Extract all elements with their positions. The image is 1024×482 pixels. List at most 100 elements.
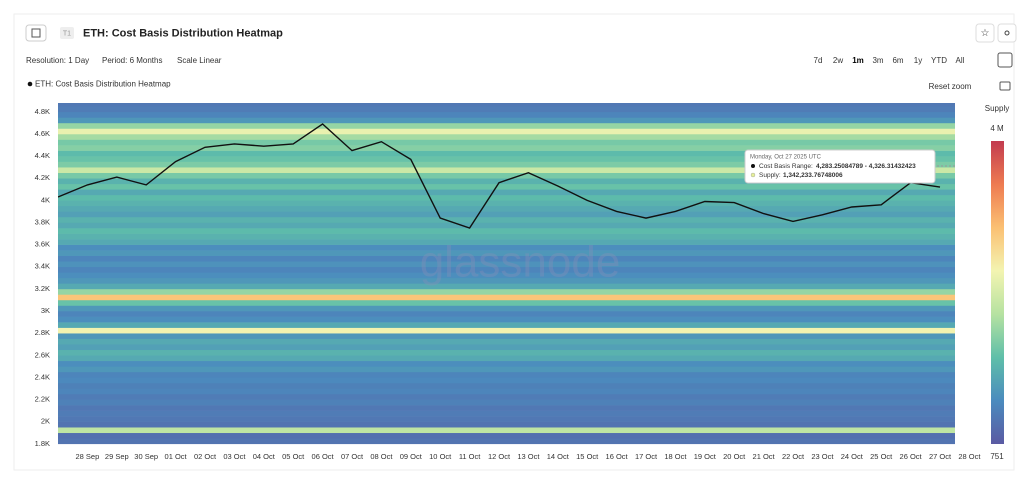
x-tick-label: 16 Oct [606,452,629,461]
resolution[interactable]: Resolution: 1 Day [26,56,89,65]
star-button[interactable] [975,23,995,43]
x-tick-label: 12 Oct [488,452,511,461]
y-tick-label: 4.6K [35,129,50,138]
x-tick-label: 02 Oct [194,452,217,461]
y-tick-label: 2K [41,417,50,426]
heatmap-cell [58,128,955,135]
x-tick-label: 26 Oct [900,452,923,461]
y-tick-label: 2.8K [35,328,50,337]
x-tick-label: 22 Oct [782,452,805,461]
y-tick-label: 4.4K [35,151,50,160]
heatmap-cell [58,133,955,140]
y-tick-label: 3.4K [35,262,50,271]
range-button[interactable]: 3m [872,56,883,65]
heatmap-cell [58,432,955,439]
heatmap-cell [58,244,955,251]
x-tick-label: 29 Sep [105,452,129,461]
price-line [58,123,941,229]
x-tick-label: 21 Oct [753,452,776,461]
x-tick-label: 04 Oct [253,452,276,461]
y-tick-label: 4K [41,195,50,204]
sidebar-icon [31,28,41,38]
heatmap-cell [58,283,955,290]
y-tick-label: 1.8K [35,439,50,448]
x-tick-label: 18 Oct [664,452,687,461]
x-tick-label: 27 Oct [929,452,952,461]
heatmap-cell [58,111,955,118]
x-tick-label: 05 Oct [282,452,305,461]
x-tick-label: 06 Oct [312,452,335,461]
y-tick-label: 2.4K [35,372,50,381]
heatmap-cell [58,194,955,201]
colorbar-title: Supply [985,104,1009,113]
heatmap-cell [58,405,955,411]
reset-zoom[interactable]: Reset zoom [929,82,972,91]
y-tick-label: 4.8K [35,107,50,116]
share-button[interactable] [997,23,1017,43]
scale[interactable]: Scale Linear [177,56,222,65]
calendar-icon[interactable] [997,52,1013,68]
tooltip-range: 4,283.25084789 - 4,326.31432423 [816,163,916,170]
chart-title: ETH: Cost Basis Distribution Heatmap [83,27,283,39]
range-button[interactable]: 6m [892,56,903,65]
heatmap-cell [58,338,955,345]
y-tick-label: 2.6K [35,350,50,359]
range-button[interactable]: 1y [914,56,922,65]
heatmap-cell [58,410,955,417]
heatmap-cell [58,316,955,323]
y-tick-label: 3K [41,306,50,315]
heatmap-cell [58,438,955,445]
heatmap-cell [58,178,955,185]
star-icon: ☆ [981,28,990,39]
heatmap-cell [58,382,955,389]
range-button[interactable]: 7d [814,56,823,65]
heatmap-cell [58,117,955,124]
heatmap-cell [58,305,955,312]
sidebar-button[interactable] [25,24,47,42]
heatmap-cell [58,355,955,362]
heatmap-cell [58,377,955,384]
range-button[interactable]: 2w [833,56,843,65]
heatmap-cell [58,399,955,406]
heatmap-cell [58,344,955,351]
heatmap-cell [58,228,955,234]
colorbar [991,141,1004,444]
heatmap-cell [58,239,955,245]
x-tick-label: 10 Oct [429,452,452,461]
x-tick-label: 24 Oct [841,452,864,461]
heatmap-cell [58,322,955,328]
heatmap-cell [58,216,955,223]
heatmap-cell [58,366,955,373]
heatmap-cell [58,156,955,162]
x-tick-label: 14 Oct [547,452,570,461]
heatmap-cell [58,349,955,356]
range-button[interactable]: 1m [852,56,864,65]
heatmap-cell [58,327,955,334]
y-tick-label: 3.8K [35,217,50,226]
tooltip-range-label: Cost Basis Range: [759,163,813,170]
heatmap-cell [58,272,955,279]
tooltip-date: Monday, Oct 27 2025 UTC [750,155,822,161]
x-tick-label: 20 Oct [723,452,746,461]
x-tick-label: 08 Oct [370,452,393,461]
range-button[interactable]: YTD [931,56,947,65]
heatmap-cell [58,211,955,218]
x-tick-label: 25 Oct [870,452,893,461]
period[interactable]: Period: 6 Months [102,56,162,65]
x-tick-label: 23 Oct [811,452,834,461]
heatmap-cell [58,205,955,212]
camera-icon[interactable] [999,81,1011,91]
heatmap-cell [58,183,955,190]
x-tick-label: 19 Oct [694,452,717,461]
range-button[interactable]: All [956,56,965,65]
heatmap-cell [58,388,955,395]
x-tick-label: 11 Oct [459,452,481,461]
heatmap-cell [58,106,955,113]
plot-area [58,103,955,445]
y-tick-label: 2.2K [35,395,50,404]
heatmap-cell [58,250,955,256]
badge-bg [60,27,74,39]
heatmap-cell [58,288,955,295]
watermark: glassnode [420,238,621,287]
